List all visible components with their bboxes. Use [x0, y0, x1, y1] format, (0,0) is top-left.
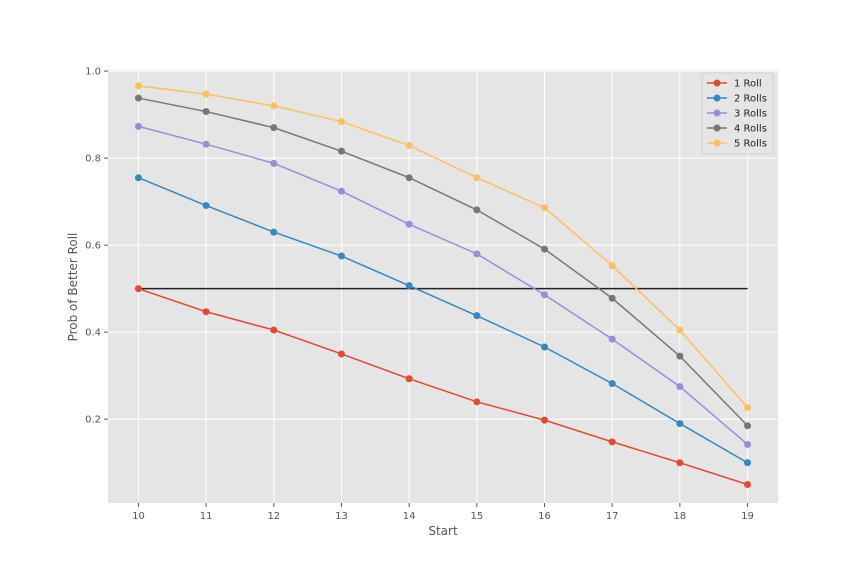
data-point [270, 228, 278, 236]
data-point [473, 398, 481, 406]
data-point [405, 142, 413, 150]
x-tick-label: 17 [606, 511, 619, 522]
data-point [134, 122, 142, 130]
data-point [676, 420, 684, 428]
data-point [676, 352, 684, 360]
data-point [541, 245, 549, 253]
data-point [473, 312, 481, 320]
data-point [270, 159, 278, 167]
x-tick-label: 11 [200, 511, 213, 522]
data-point [608, 262, 616, 270]
legend-item: 5 Rolls [707, 139, 767, 150]
x-tick-label: 16 [538, 511, 551, 522]
data-point [744, 481, 752, 489]
x-tick-label: 12 [267, 511, 280, 522]
x-tick-label: 13 [335, 511, 348, 522]
y-tick-label: 0.6 [85, 241, 101, 252]
data-point [202, 140, 210, 148]
data-point [405, 282, 413, 290]
data-point [676, 326, 684, 334]
series-line [138, 177, 748, 464]
x-tick-label: 18 [674, 511, 687, 522]
legend-label: 1 Roll [734, 79, 762, 90]
y-tick-label: 0.4 [85, 328, 101, 339]
legend-item: 4 Rolls [707, 124, 767, 135]
data-point [202, 308, 210, 316]
legend-item: 3 Rolls [707, 109, 767, 120]
legend-marker [713, 79, 721, 87]
x-axis-label: Start [428, 524, 458, 538]
data-point [134, 94, 142, 102]
data-point [676, 383, 684, 391]
data-point [473, 206, 481, 214]
legend-marker [713, 139, 721, 147]
y-tick-label: 0.2 [85, 415, 101, 426]
data-point [134, 82, 142, 90]
data-point [337, 187, 345, 195]
data-point [608, 380, 616, 388]
plot-area [108, 70, 778, 503]
data-point [202, 90, 210, 98]
series-2 [134, 174, 752, 467]
x-tick-label: 15 [470, 511, 483, 522]
y-axis-label: Prob of Better Roll [66, 233, 80, 342]
x-axis-ticks: 10 11 12 13 14 15 16 17 18 19 [132, 503, 754, 522]
data-point [337, 147, 345, 155]
data-point [541, 204, 549, 212]
data-point [270, 124, 278, 132]
x-tick-label: 10 [132, 511, 145, 522]
legend-marker [713, 124, 721, 132]
data-point [270, 102, 278, 110]
data-point [608, 294, 616, 302]
data-point [405, 375, 413, 383]
series-line [138, 287, 748, 486]
data-point [541, 343, 549, 351]
data-point [473, 174, 481, 182]
legend-label: 4 Rolls [734, 124, 767, 135]
data-point [134, 285, 142, 293]
legend-marker [713, 94, 721, 102]
data-point [202, 202, 210, 210]
legend-label: 2 Rolls [734, 94, 767, 105]
legend-label: 3 Rolls [734, 109, 767, 120]
series-3 [134, 122, 752, 448]
data-point [744, 459, 752, 467]
x-tick-label: 19 [741, 511, 754, 522]
series-line [138, 125, 749, 446]
data-point [405, 174, 413, 182]
data-point [744, 403, 752, 411]
legend-marker [713, 109, 721, 117]
data-point [541, 291, 549, 299]
data-point [270, 326, 278, 334]
series-group [134, 82, 752, 489]
data-point [744, 422, 752, 430]
y-tick-label: 1.0 [85, 67, 101, 78]
series-line [138, 97, 749, 427]
legend-label: 5 Rolls [734, 139, 767, 150]
data-point [202, 108, 210, 116]
series-4 [134, 94, 752, 430]
x-tick-label: 14 [403, 511, 416, 522]
series-5 [134, 82, 752, 411]
data-point [541, 416, 549, 424]
y-tick-label: 0.8 [85, 154, 101, 165]
data-point [337, 350, 345, 358]
data-point [405, 220, 413, 228]
legend-item: 2 Rolls [707, 94, 767, 105]
data-point [473, 250, 481, 258]
y-axis-ticks: 0.2 0.4 0.6 0.8 1.0 [85, 67, 108, 426]
data-point [608, 438, 616, 446]
data-point [676, 459, 684, 467]
data-point [608, 335, 616, 343]
series-line [138, 85, 749, 408]
legend: 1 Roll 2 Rolls 3 Rolls 4 Rolls 5 Rolls [701, 72, 774, 155]
data-point [337, 252, 345, 260]
data-point [337, 118, 345, 126]
data-point [744, 440, 752, 448]
data-point [134, 174, 142, 182]
legend-box [701, 72, 774, 155]
series-1 [134, 285, 752, 489]
legend-item: 1 Roll [707, 79, 762, 90]
